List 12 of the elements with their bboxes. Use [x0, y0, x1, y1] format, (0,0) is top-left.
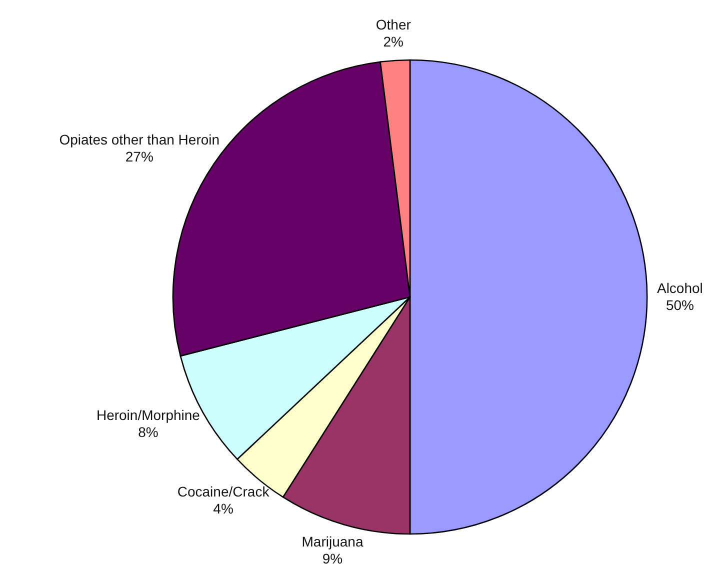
data-label: 2%: [383, 34, 404, 50]
slice-label: Cocaine/Crack: [177, 483, 270, 500]
slice-label: Alcohol: [657, 280, 703, 296]
data-label: 8%: [138, 424, 158, 440]
slice-label: Marijuana: [302, 534, 364, 550]
data-label: 50%: [666, 297, 694, 313]
data-label: 4%: [213, 500, 234, 516]
slice-label: Heroin/Morphine: [96, 407, 200, 424]
data-label: 27%: [125, 148, 154, 165]
slice-label: Opiates other than Heroin: [59, 132, 220, 148]
data-label: 9%: [322, 550, 343, 567]
slice-label: Other: [376, 16, 412, 33]
